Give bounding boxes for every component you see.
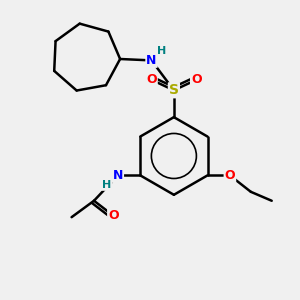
Text: O: O — [108, 209, 119, 222]
Text: O: O — [146, 73, 157, 86]
Text: O: O — [191, 73, 202, 86]
Text: H: H — [157, 46, 167, 56]
Text: H: H — [102, 180, 111, 190]
Text: S: S — [169, 83, 179, 97]
Text: O: O — [225, 169, 235, 182]
Text: N: N — [113, 169, 123, 182]
Text: N: N — [146, 54, 157, 67]
